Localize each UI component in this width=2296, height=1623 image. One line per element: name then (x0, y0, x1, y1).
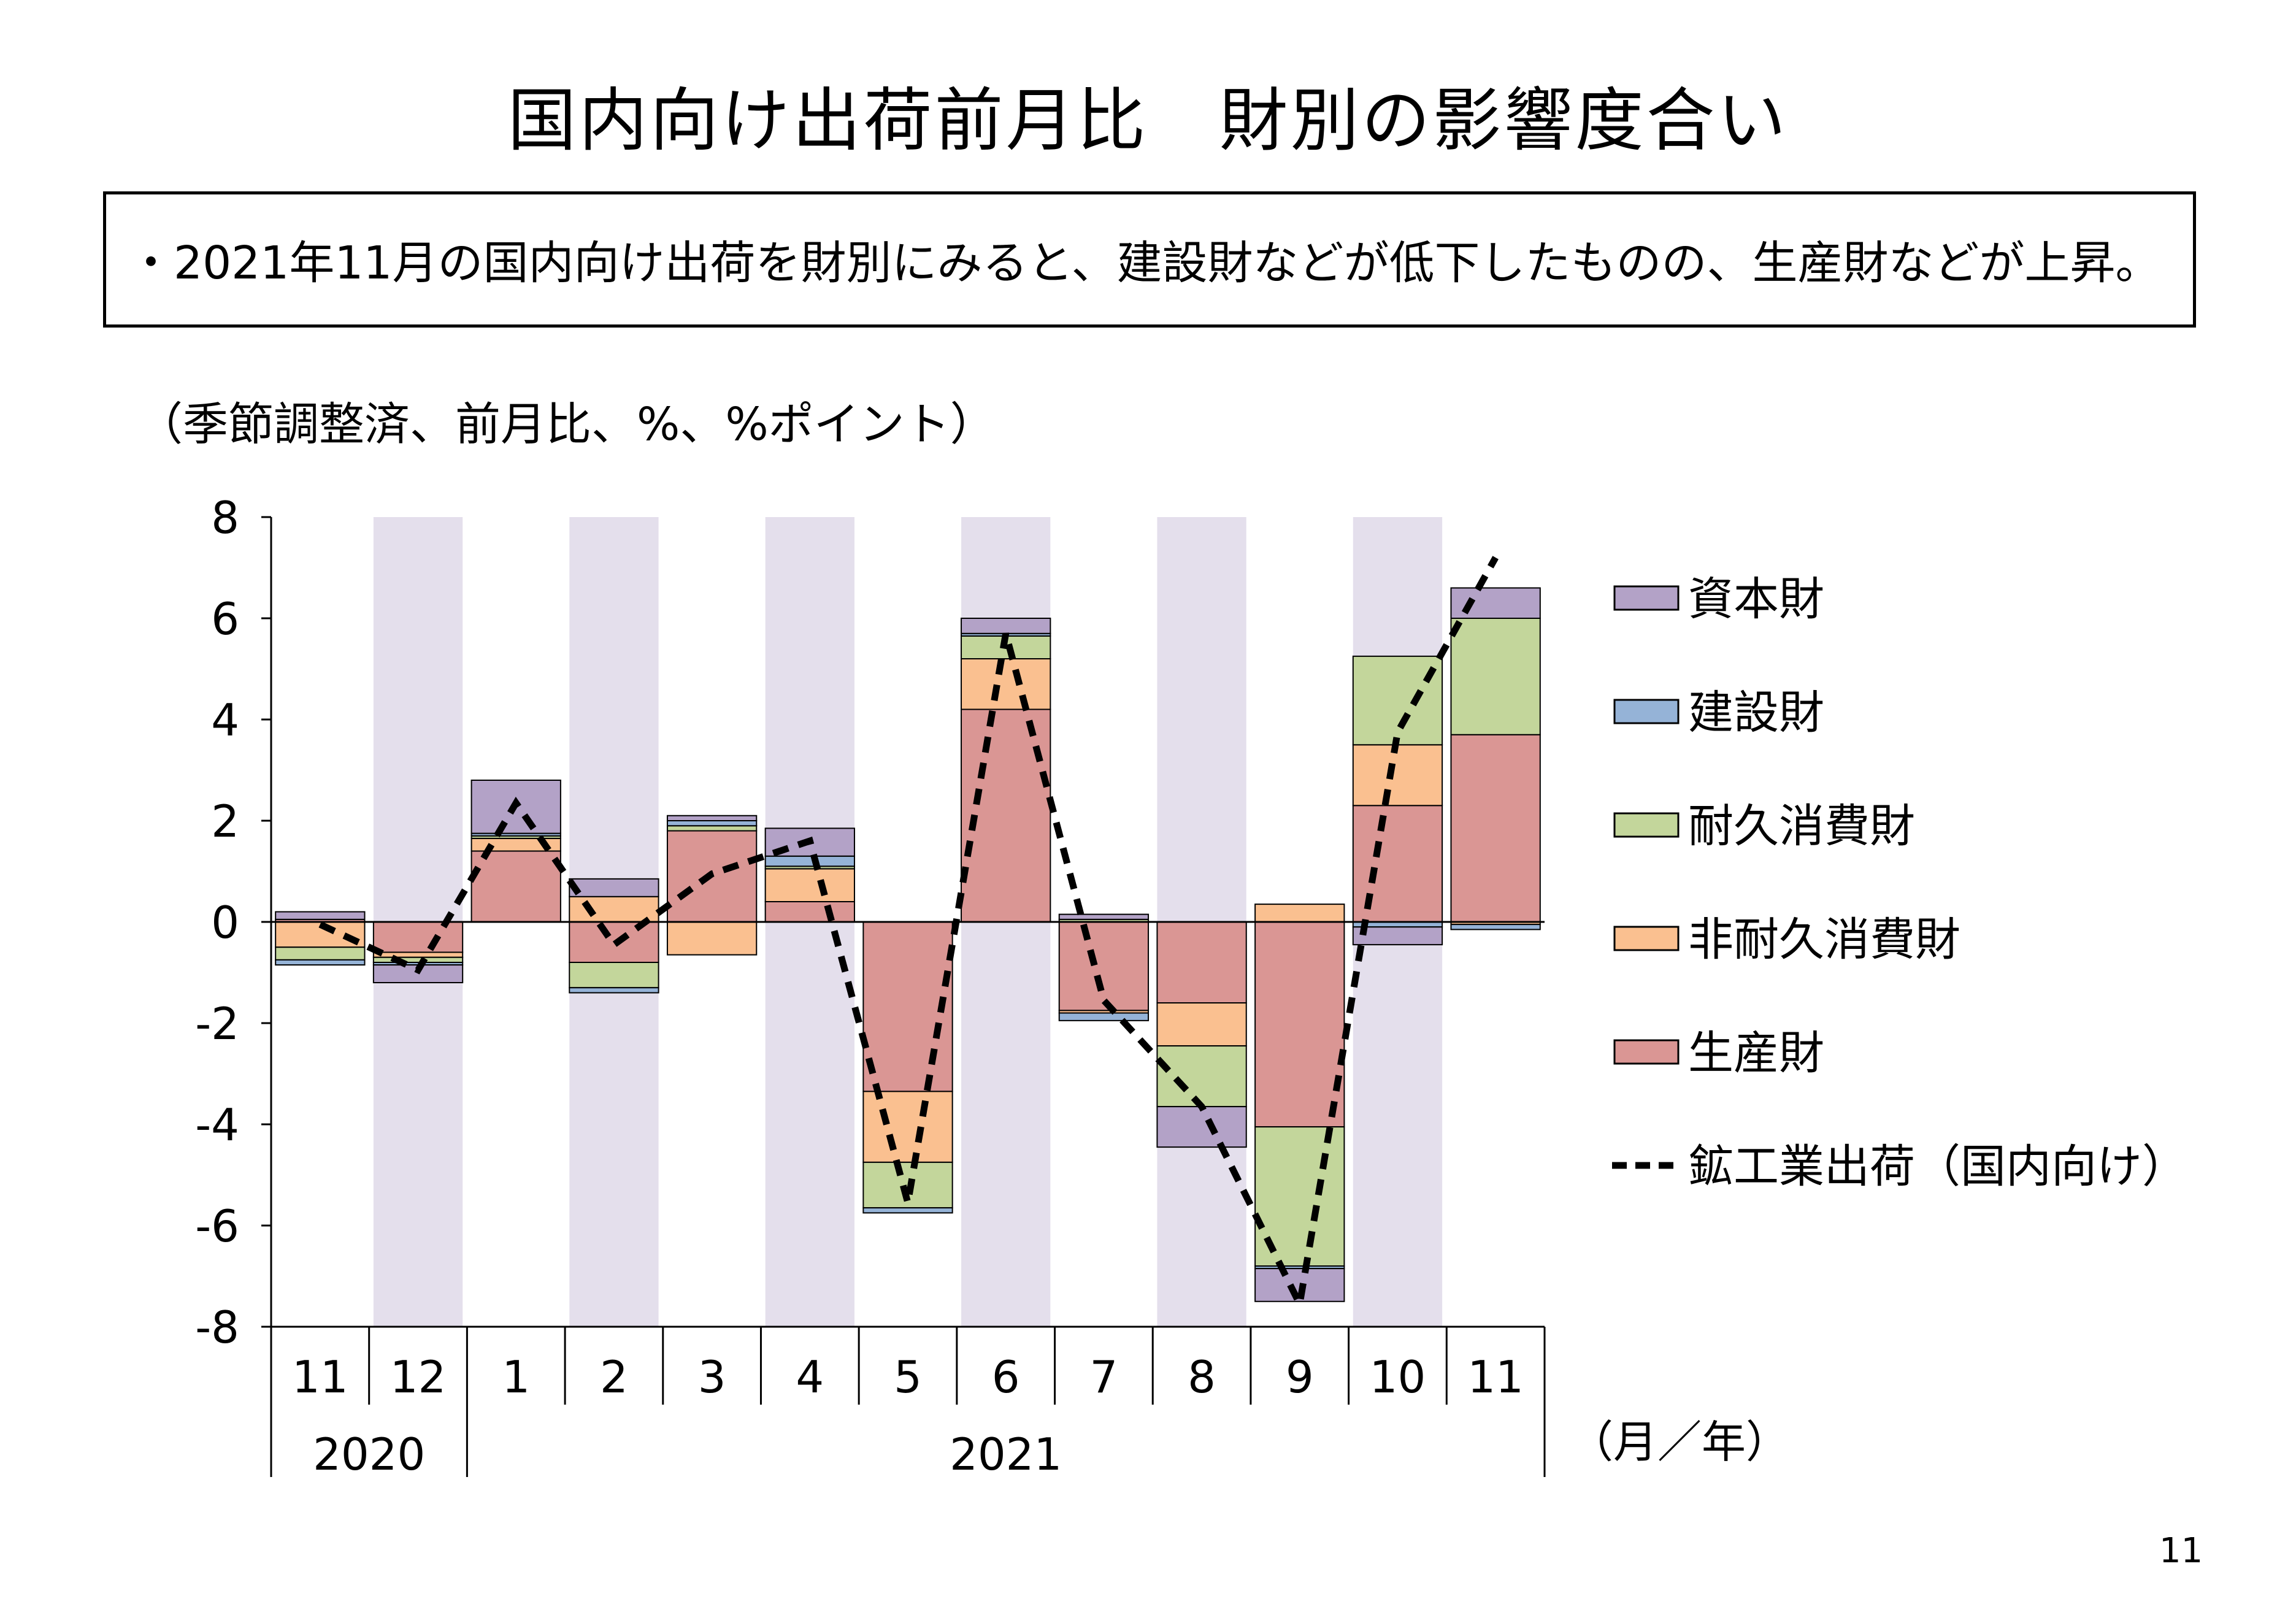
legend-swatch (1613, 1039, 1680, 1065)
y-tick-label: 8 (211, 492, 239, 543)
bar-segment (1450, 734, 1541, 923)
page-number: 11 (2159, 1531, 2203, 1571)
bar-segment (1156, 1002, 1247, 1047)
legend-swatch (1613, 699, 1680, 724)
bar-segment (764, 868, 855, 902)
y-tick-label: -2 (195, 998, 239, 1049)
bar-segments (275, 587, 1541, 1302)
year-label: 2021 (950, 1429, 1062, 1480)
bar-segment (1058, 913, 1150, 920)
year-label: 2020 (313, 1429, 425, 1480)
x-tick-label: 9 (1286, 1351, 1314, 1403)
legend-label: 鉱工業出荷（国内向け） (1688, 1140, 2187, 1193)
bar-segment (666, 825, 758, 832)
bar-segment (569, 962, 659, 989)
bar-segment (1254, 904, 1345, 923)
legend-label: 建設財 (1688, 686, 1824, 739)
bar-segment (372, 921, 464, 953)
bar-segment (961, 618, 1051, 634)
legend-label: 非耐久消費財 (1688, 913, 1960, 966)
bar-segment (372, 951, 464, 958)
y-tick-label: 6 (211, 593, 239, 645)
page-title: 国内向け出荷前月比 財別の影響度合い (507, 81, 1789, 161)
x-tick-label: 11 (292, 1351, 348, 1403)
bar-segment (470, 850, 561, 923)
bar-segment (1058, 921, 1150, 1011)
x-tick-label: 3 (698, 1351, 726, 1403)
x-tick-label: 7 (1089, 1351, 1118, 1403)
bar-segment (764, 855, 855, 867)
x-tick-label: 12 (390, 1351, 447, 1403)
unit-note: （季節調整済、前月比、%、%ポイント） (137, 398, 996, 451)
x-tick-label: 10 (1370, 1351, 1426, 1403)
x-tick-label: 4 (796, 1351, 824, 1403)
bar-segment (1156, 921, 1247, 1003)
legend-swatch (1613, 926, 1680, 951)
bar-segment (666, 921, 758, 956)
bar-segment (1352, 926, 1443, 946)
bar-segment (275, 959, 366, 966)
bar-segment (862, 921, 953, 1092)
bar-segment (1450, 587, 1541, 619)
y-tick-label: -8 (195, 1302, 239, 1353)
legend-label: 生産財 (1688, 1027, 1824, 1080)
x-tick-label: 1 (502, 1351, 530, 1403)
y-tick-label: 0 (211, 897, 239, 948)
x-tick-label: 5 (894, 1351, 922, 1403)
bar-segment (764, 901, 855, 923)
y-tick-label: 4 (211, 694, 239, 746)
x-tick-label: 8 (1188, 1351, 1216, 1403)
bar-segment (862, 1091, 953, 1163)
bar-segment (569, 878, 659, 897)
bar-segment (1058, 1012, 1150, 1021)
shipment-line-path (318, 556, 1499, 1315)
summary-text: ・2021年11月の国内向け出荷を財別にみると、建設財などが低下したものの、生産… (128, 237, 2161, 290)
bar-segment (1352, 655, 1443, 746)
x-tick-label: 2 (600, 1351, 628, 1403)
bar-segment (372, 956, 464, 963)
bar-segment (1156, 1106, 1247, 1148)
legend-label: 資本財 (1688, 573, 1824, 626)
y-tick-label: -6 (195, 1200, 239, 1252)
bar-segment (275, 946, 366, 961)
x-unit-label: （月／年） (1569, 1416, 1790, 1468)
summary-box: ・2021年11月の国内向け出荷を財別にみると、建設財などが低下したものの、生産… (103, 191, 2196, 328)
legend-swatch (1613, 812, 1680, 838)
legend-label: 耐久消費財 (1688, 800, 1915, 853)
bar-segment (961, 658, 1051, 710)
x-tick-label: 11 (1467, 1351, 1524, 1403)
bar-segment (1352, 744, 1443, 807)
bar-segment (1450, 924, 1541, 930)
bar-segment (666, 815, 758, 821)
bar-segment (1254, 921, 1345, 1128)
y-tick-label: -4 (195, 1099, 239, 1151)
y-tick-label: 2 (211, 796, 239, 847)
shipment-line (318, 556, 1499, 1315)
bar-segment (1450, 618, 1541, 735)
bar-segment (275, 911, 366, 920)
bar-segment (569, 987, 659, 994)
legend-swatch (1613, 585, 1680, 611)
x-tick-label: 6 (992, 1351, 1020, 1403)
bar-segment (1156, 1045, 1247, 1108)
bar-segment (666, 820, 758, 827)
bar-segment (862, 1207, 953, 1214)
